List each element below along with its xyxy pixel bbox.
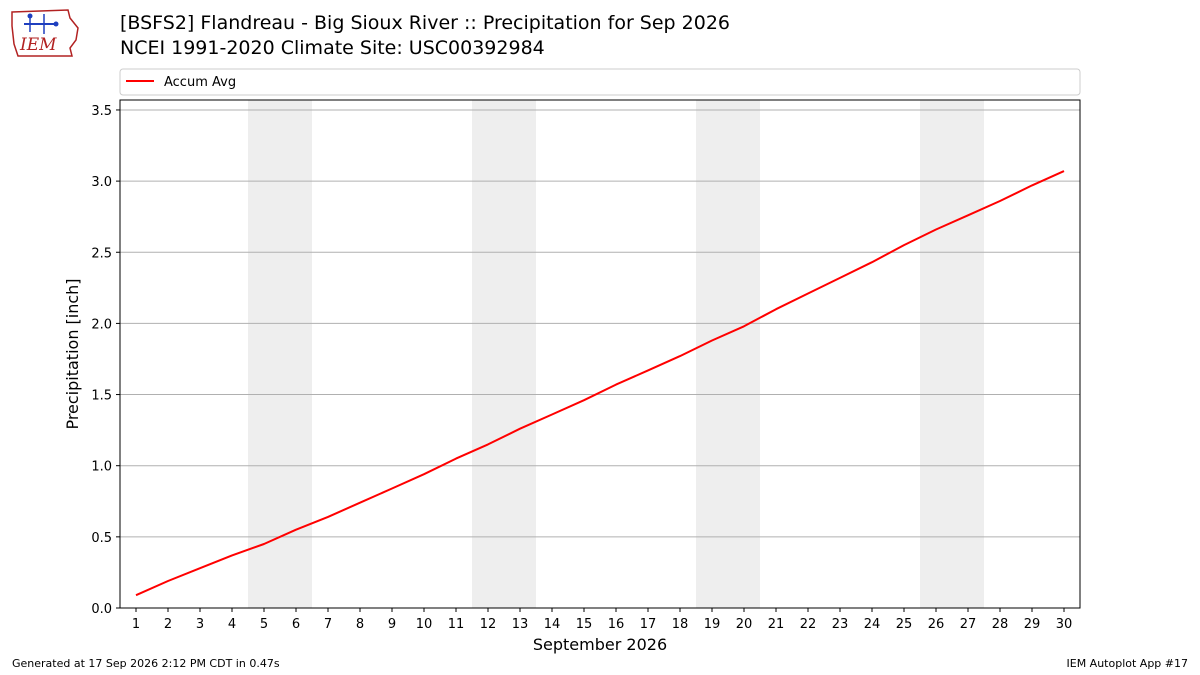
weekend-band [696, 100, 760, 608]
x-axis-label: September 2026 [533, 635, 667, 654]
y-tick-label: 3.0 [91, 175, 112, 190]
x-tick-label: 24 [864, 617, 881, 632]
x-tick-label: 5 [260, 617, 268, 632]
legend-box [119, 68, 1081, 96]
x-tick-label: 16 [608, 617, 625, 632]
x-tick-label: 21 [768, 617, 785, 632]
y-tick-label: 0.0 [91, 602, 112, 617]
axes: 0.00.51.01.52.02.53.03.51 2 3 4 5 6 7 8 9 10 11 12 1… [91, 104, 1072, 632]
y-tick-label: 2.5 [91, 246, 112, 261]
x-tick-label: 17 [640, 617, 657, 632]
series-line [135, 170, 1065, 597]
x-tick-label: 8 [356, 617, 364, 632]
x-tick-label: 30 [1056, 617, 1073, 632]
x-tick-label: 1 [132, 617, 140, 632]
x-tick-label: 10 [416, 617, 433, 632]
series-lines [135, 170, 1065, 597]
weekend-band [920, 100, 984, 608]
x-tick-label: 15 [576, 617, 593, 632]
logo-text: IEM [19, 35, 57, 55]
weekend-band [248, 100, 312, 608]
x-tick-label: 20 [736, 617, 753, 632]
y-tick-label: 1.0 [91, 460, 112, 475]
y-axis-label: Precipitation [inch] [63, 278, 82, 429]
x-tick-label: 3 [196, 617, 204, 632]
x-tick-label: 23 [832, 617, 849, 632]
y-tick-label: 3.5 [91, 104, 112, 119]
x-tick-label: 27 [960, 617, 977, 632]
x-tick-label: 11 [448, 617, 465, 632]
y-tick-label: 1.5 [91, 389, 112, 404]
x-tick-label: 6 [292, 617, 300, 632]
app-label: IEM Autoplot App #17 [1066, 657, 1189, 670]
x-tick-label: 22 [800, 617, 817, 632]
x-tick-label: 9 [388, 617, 396, 632]
x-tick-label: 12 [480, 617, 497, 632]
weekend-band [472, 100, 536, 608]
x-tick-label: 25 [896, 617, 913, 632]
x-tick-label: 13 [512, 617, 529, 632]
x-tick-label: 4 [228, 617, 236, 632]
y-tick-label: 0.5 [91, 531, 112, 546]
chart-title: [BSFS2] Flandreau - Big Sioux River :: P… [120, 12, 731, 34]
chart-subtitle: NCEI 1991-2020 Climate Site: USC00392984 [120, 37, 545, 59]
generated-timestamp: Generated at 17 Sep 2026 2:12 PM CDT in … [12, 657, 280, 670]
x-tick-label: 19 [704, 617, 721, 632]
x-tick-label: 18 [672, 617, 689, 632]
x-tick-label: 14 [544, 617, 561, 632]
x-tick-label: 26 [928, 617, 945, 632]
x-tick-label: 2 [164, 617, 172, 632]
legend-label: Accum Avg [164, 75, 236, 90]
x-tick-label: 28 [992, 617, 1009, 632]
iem-logo: IEM [11, 9, 79, 57]
x-tick-label: 7 [324, 617, 332, 632]
legend: Accum Avg [119, 68, 1081, 96]
x-tick-label: 29 [1024, 617, 1041, 632]
y-tick-label: 2.0 [91, 317, 112, 332]
weekend-shading [248, 100, 984, 608]
plot-frame [119, 99, 1081, 609]
